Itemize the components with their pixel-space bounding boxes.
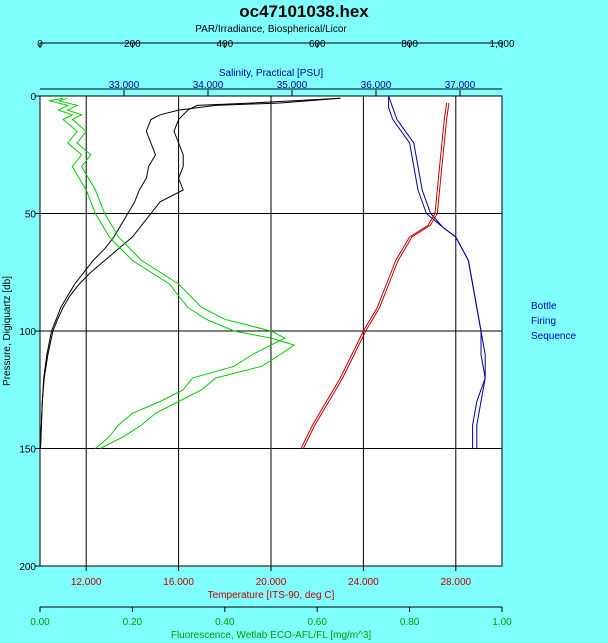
fl-tick-label: 0.80 xyxy=(400,617,420,628)
par-axis-title: PAR/Irradiance, Biospherical/Licor xyxy=(195,24,347,35)
fl-tick-label: 1.00 xyxy=(492,617,512,628)
temp-tick-label: 20.000 xyxy=(256,577,287,588)
legend-line-2: Firing xyxy=(531,316,556,327)
sal-tick-label: 36.000 xyxy=(361,80,392,91)
temp-tick-label: 16.000 xyxy=(163,577,194,588)
pres-tick-label: 100 xyxy=(19,327,36,338)
series-par-0 xyxy=(40,97,341,449)
pres-tick-label: 0 xyxy=(30,92,36,103)
fl-tick-label: 0.60 xyxy=(307,617,327,628)
sal-tick-label: 35.000 xyxy=(277,80,308,91)
series-fl-6 xyxy=(49,97,296,449)
sal-tick-label: 37.000 xyxy=(445,80,476,91)
legend-line-1: Bottle xyxy=(531,301,557,312)
pres-tick-label: 200 xyxy=(19,562,36,573)
par-tick-label: 200 xyxy=(124,39,141,50)
pres-axis-title: Pressure, Digiquartz [db] xyxy=(2,276,13,386)
par-tick-label: 600 xyxy=(309,39,326,50)
axes: 0 200 400 600 800 1,000 PAR/Irradiance, Biosph… xyxy=(2,24,515,641)
series-fl-7 xyxy=(58,97,287,449)
pres-tick-label: 50 xyxy=(25,210,37,221)
series-par-1 xyxy=(40,97,341,449)
series-temp-4 xyxy=(300,102,448,449)
series-sal-3 xyxy=(388,95,486,449)
legend: Bottle Firing Sequence xyxy=(531,301,576,342)
fl-axis-title: Fluorescence, Wetlab ECO-AFL/FL [mg/m^3] xyxy=(171,630,372,641)
fl-tick-label: 0.00 xyxy=(30,617,50,628)
fl-tick-label: 0.20 xyxy=(123,617,143,628)
fl-tick-label: 0.40 xyxy=(215,617,235,628)
temp-tick-label: 12.000 xyxy=(71,577,102,588)
legend-line-3: Sequence xyxy=(531,331,576,342)
pres-tick-label: 150 xyxy=(19,445,36,456)
par-tick-label: 1,000 xyxy=(489,39,514,50)
sal-axis-title: Salinity, Practical [PSU] xyxy=(219,68,324,79)
chart-title: oc47101038.hex xyxy=(239,2,369,21)
sal-tick-label: 34.000 xyxy=(193,80,224,91)
temp-axis-title: Temperature [ITS-90, deg C] xyxy=(208,590,335,601)
series-group xyxy=(40,95,486,449)
series-temp-5 xyxy=(302,102,450,449)
par-tick-label: 800 xyxy=(401,39,418,50)
par-tick-label: 0 xyxy=(37,39,43,50)
par-tick-label: 400 xyxy=(216,39,233,50)
sal-tick-label: 33.000 xyxy=(109,80,140,91)
temp-tick-label: 24.000 xyxy=(348,577,379,588)
temp-tick-label: 28.000 xyxy=(441,577,472,588)
